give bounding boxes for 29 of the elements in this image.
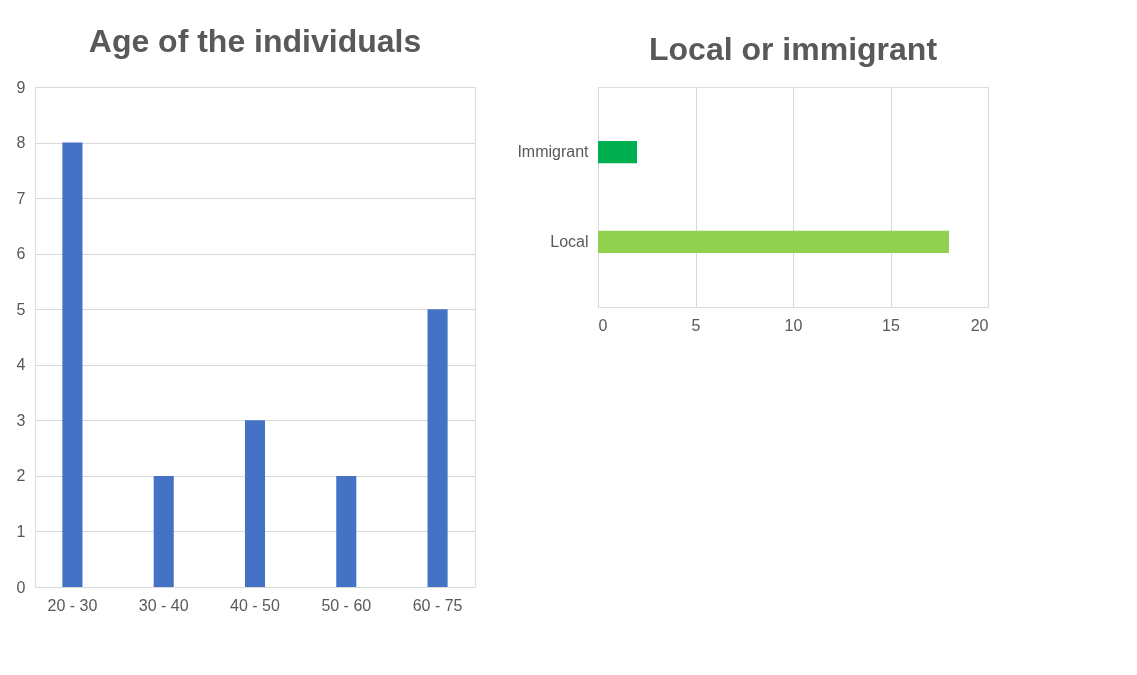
bar — [336, 475, 357, 587]
y-tick-label: Immigrant — [517, 143, 590, 161]
bar — [427, 309, 448, 587]
x-tick-label: 20 - 30 — [47, 596, 98, 614]
x-tick-label: 0 — [598, 316, 608, 334]
y-tick-label: 0 — [16, 578, 26, 596]
bar — [153, 475, 174, 587]
x-tick-label: 30 - 40 — [138, 596, 189, 614]
y-tick-label: 3 — [16, 411, 26, 429]
x-tick-label: 10 — [784, 316, 803, 334]
y-tick-label: Local — [550, 232, 589, 250]
y-tick-label: 7 — [16, 189, 26, 207]
bar — [244, 420, 266, 587]
x-tick-label: 50 - 60 — [321, 596, 372, 614]
y-tick-label: 8 — [16, 134, 26, 152]
x-tick-label: 5 — [691, 316, 701, 334]
chart-title: Age of the individuals — [88, 23, 422, 59]
y-tick-label: 4 — [16, 356, 26, 374]
x-tick-label: 20 — [970, 316, 989, 334]
bar — [62, 142, 83, 587]
y-tick-label: 9 — [16, 78, 26, 96]
y-tick-label: 6 — [16, 245, 26, 263]
x-tick-label: 60 - 75 — [412, 596, 463, 614]
x-tick-label: 15 — [882, 316, 900, 334]
chart-title: Local or immigrant — [648, 31, 938, 67]
y-tick-label: 5 — [16, 300, 26, 318]
y-tick-label: 2 — [16, 467, 26, 485]
y-tick-label: 1 — [16, 522, 26, 540]
x-tick-label: 40 - 50 — [230, 596, 281, 614]
